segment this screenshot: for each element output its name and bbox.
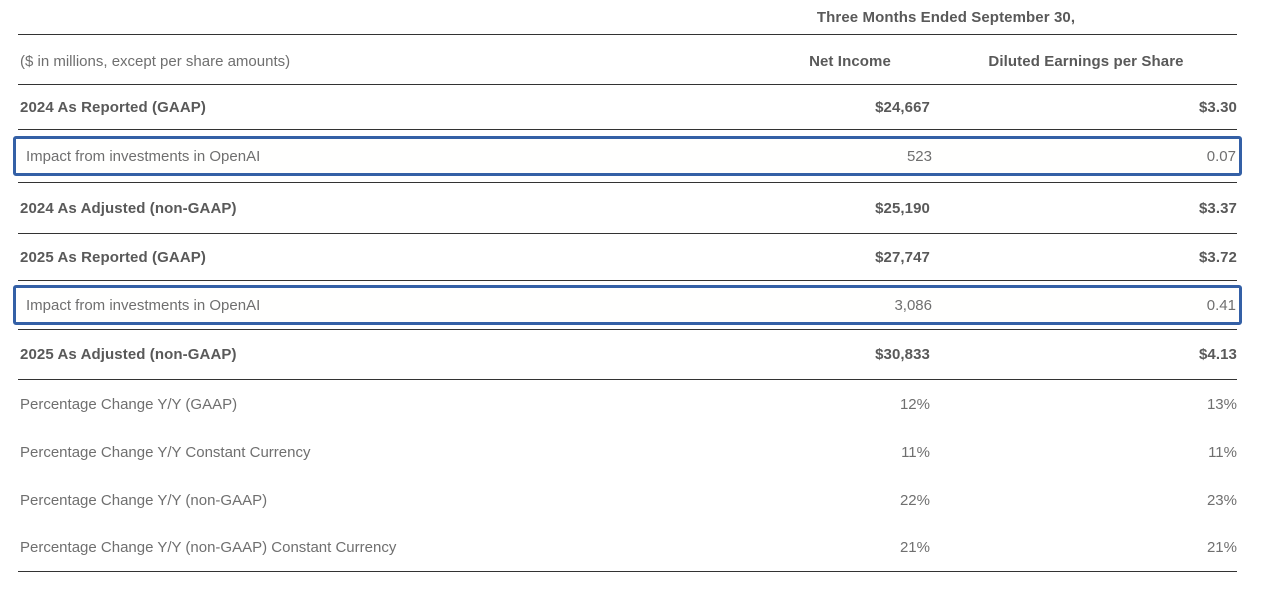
row-label: 2024 As Reported (GAAP): [20, 98, 206, 116]
net-income-value: 3,086: [894, 296, 932, 314]
diluted-eps-value: 21%: [1206, 539, 1237, 556]
row-label: 2025 As Adjusted (non-GAAP): [20, 346, 237, 363]
column-header-net-income: Net Income: [809, 53, 891, 70]
period-header: Three Months Ended September 30,: [816, 8, 1076, 26]
row-label: 2025 As Reported (GAAP): [20, 248, 206, 266]
net-income-value: $27,747: [875, 248, 930, 266]
net-income-value: 21%: [899, 539, 930, 556]
table-row-2024-adjusted: 2024 As Adjusted (non-GAAP) $25,190 $3.3…: [18, 183, 1237, 234]
net-income-value: $24,667: [875, 98, 930, 116]
row-label: Percentage Change Y/Y (non-GAAP) Constan…: [20, 539, 397, 556]
net-income-value: 22%: [899, 491, 930, 509]
highlight-box: Impact from investments in OpenAI 3,086 …: [13, 285, 1242, 325]
net-income-value: 523: [906, 147, 932, 165]
diluted-eps-value: 0.07: [1206, 147, 1236, 165]
column-header-diluted-eps: Diluted Earnings per Share: [988, 53, 1184, 70]
table-row-2025-reported: 2025 As Reported (GAAP) $27,747 $3.72: [18, 234, 1237, 281]
highlight-box: Impact from investments in OpenAI 523 0.…: [13, 136, 1242, 176]
row-label: Percentage Change Y/Y (GAAP): [20, 395, 238, 413]
row-label: Impact from investments in OpenAI: [26, 296, 261, 314]
diluted-eps-value: 0.41: [1206, 296, 1236, 314]
table-row-impact-2024: Impact from investments in OpenAI 523 0.…: [13, 130, 1242, 183]
diluted-eps-value: 23%: [1206, 491, 1237, 509]
unit-note: ($ in millions, except per share amounts…: [20, 53, 291, 70]
table-row-pct-cc: Percentage Change Y/Y Constant Currency …: [18, 428, 1237, 476]
diluted-eps-value: $3.30: [1198, 98, 1237, 116]
diluted-eps-value: 11%: [1208, 443, 1237, 461]
table-row-pct-gaap: Percentage Change Y/Y (GAAP) 12% 13%: [18, 380, 1237, 428]
net-income-value: 12%: [899, 395, 930, 413]
net-income-value: $25,190: [875, 199, 930, 217]
diluted-eps-value: $4.13: [1198, 346, 1237, 363]
row-label: Percentage Change Y/Y Constant Currency: [20, 443, 311, 461]
column-header-row: ($ in millions, except per share amounts…: [18, 35, 1237, 85]
reconciliation-table: Three Months Ended September 30, ($ in m…: [13, 0, 1242, 572]
period-header-row: Three Months Ended September 30,: [18, 0, 1237, 35]
table-row-2024-reported: 2024 As Reported (GAAP) $24,667 $3.30: [18, 85, 1237, 130]
row-label: Impact from investments in OpenAI: [26, 147, 261, 165]
row-label: 2024 As Adjusted (non-GAAP): [20, 199, 237, 217]
diluted-eps-value: $3.37: [1198, 199, 1237, 217]
net-income-value: 11%: [901, 443, 930, 461]
table-row-2025-adjusted: 2025 As Adjusted (non-GAAP) $30,833 $4.1…: [18, 330, 1237, 380]
diluted-eps-value: 13%: [1206, 395, 1237, 413]
table-row-pct-non-gaap-cc: Percentage Change Y/Y (non-GAAP) Constan…: [18, 524, 1237, 572]
net-income-value: $30,833: [875, 346, 930, 363]
table-row-impact-2025: Impact from investments in OpenAI 3,086 …: [13, 281, 1242, 330]
table-row-pct-non-gaap: Percentage Change Y/Y (non-GAAP) 22% 23%: [18, 476, 1237, 524]
diluted-eps-value: $3.72: [1198, 248, 1237, 266]
row-label: Percentage Change Y/Y (non-GAAP): [20, 491, 268, 509]
